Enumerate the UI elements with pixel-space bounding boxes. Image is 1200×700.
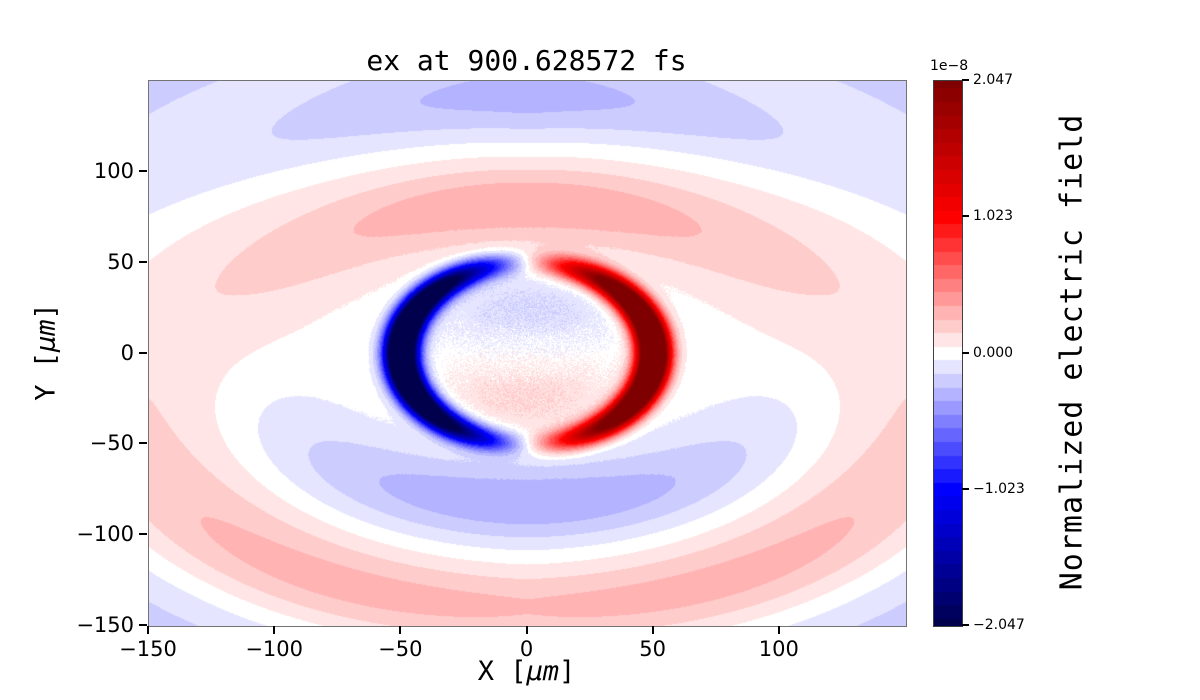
colorbar-tick-mark: [962, 487, 969, 490]
x-tick-label: −150: [119, 637, 177, 661]
y-tick-label: −150: [76, 613, 134, 637]
colorbar-tick-label: 2.047: [973, 72, 1014, 88]
x-tick-mark: [147, 626, 149, 634]
x-tick-mark: [399, 626, 402, 634]
y-tick-label: −50: [89, 431, 134, 456]
x-axis-unit: μm: [526, 656, 560, 687]
y-tick-mark: [139, 624, 147, 626]
y-tick-mark: [139, 351, 147, 354]
colorbar-label: Normalized electric field: [1054, 113, 1090, 591]
colorbar-tick-mark: [962, 624, 969, 626]
x-tick-label: 0: [519, 637, 534, 661]
x-axis-label-suffix: ]: [559, 656, 576, 687]
field-heatmap-canvas: [149, 81, 906, 626]
y-tick-label: 0: [120, 340, 134, 365]
x-tick-mark: [273, 626, 276, 634]
y-tick-label: 50: [107, 249, 134, 274]
y-tick-mark: [139, 169, 147, 172]
y-axis-label-suffix: ]: [30, 303, 62, 320]
plot-title: ex at 900.628572 fs: [366, 44, 687, 77]
colorbar: [933, 80, 963, 627]
x-axis-label-prefix: X [: [477, 656, 527, 687]
y-tick-mark: [139, 260, 147, 263]
plot-area: [148, 80, 907, 627]
colorbar-tick-mark: [962, 351, 969, 354]
colorbar-tick-mark: [962, 79, 969, 81]
x-tick-label: 50: [639, 637, 667, 661]
y-tick-mark: [139, 533, 147, 536]
colorbar-tick-mark: [962, 215, 969, 218]
x-tick-label: −100: [245, 637, 303, 661]
colorbar-tick-label: −1.023: [973, 480, 1025, 497]
x-tick-mark: [777, 626, 780, 634]
y-tick-label: 100: [93, 158, 134, 183]
x-tick-label: −50: [378, 637, 423, 661]
colorbar-offset-text: 1e−8: [930, 58, 969, 74]
colorbar-tick-label: 1.023: [973, 208, 1014, 225]
x-axis-label: X [μm]: [148, 656, 905, 687]
x-tick-mark: [651, 626, 654, 634]
y-tick-mark: [139, 442, 147, 445]
x-tick-mark: [525, 626, 528, 634]
y-tick-label: −100: [76, 522, 134, 547]
colorbar-tick-label: 0.000: [973, 344, 1014, 361]
x-tick-label: 100: [758, 637, 799, 661]
colorbar-tick-label: −2.047: [973, 617, 1025, 633]
